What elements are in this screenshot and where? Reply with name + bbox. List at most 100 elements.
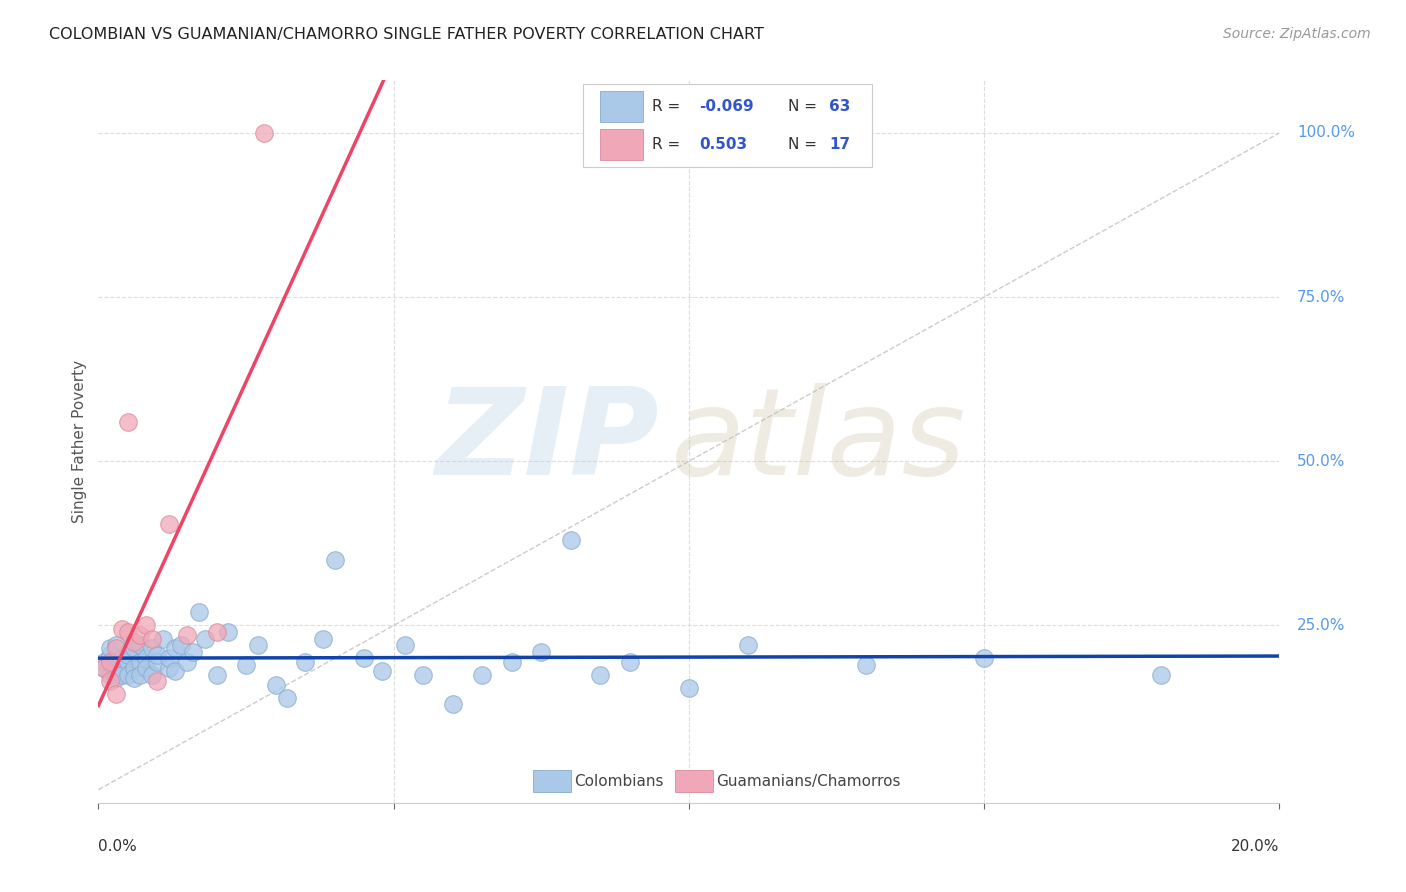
Point <box>194 632 217 646</box>
Point <box>122 635 145 649</box>
Point <box>141 632 163 646</box>
FancyBboxPatch shape <box>582 84 872 167</box>
Point <box>441 698 464 712</box>
Point <box>122 671 145 685</box>
Text: R =: R = <box>652 136 686 152</box>
Point <box>105 671 128 685</box>
Point <box>246 638 269 652</box>
Point <box>157 661 180 675</box>
Point <box>141 667 163 681</box>
Text: 75.0%: 75.0% <box>1298 290 1346 304</box>
Text: atlas: atlas <box>671 383 966 500</box>
Text: 20.0%: 20.0% <box>1232 838 1279 854</box>
Point <box>98 674 121 689</box>
Text: ZIP: ZIP <box>436 383 659 500</box>
Point <box>176 655 198 669</box>
FancyBboxPatch shape <box>533 771 571 792</box>
Text: Source: ZipAtlas.com: Source: ZipAtlas.com <box>1223 27 1371 41</box>
Y-axis label: Single Father Poverty: Single Father Poverty <box>72 360 87 523</box>
Point <box>152 632 174 646</box>
Point <box>205 625 228 640</box>
Point <box>122 661 145 675</box>
Point <box>105 651 128 665</box>
Point <box>560 533 582 547</box>
Text: COLOMBIAN VS GUAMANIAN/CHAMORRO SINGLE FATHER POVERTY CORRELATION CHART: COLOMBIAN VS GUAMANIAN/CHAMORRO SINGLE F… <box>49 27 763 42</box>
Point <box>146 655 169 669</box>
Point <box>93 661 115 675</box>
Point <box>530 645 553 659</box>
Point <box>117 648 139 662</box>
Point <box>117 415 139 429</box>
Point <box>105 657 128 672</box>
Point <box>93 661 115 675</box>
Point <box>187 605 209 619</box>
Point <box>122 641 145 656</box>
Point <box>105 641 128 656</box>
Point <box>157 516 180 531</box>
Point <box>128 655 150 669</box>
Point <box>117 667 139 681</box>
Text: Colombians: Colombians <box>575 773 664 789</box>
Point <box>235 657 257 672</box>
Point <box>135 651 157 665</box>
Text: 50.0%: 50.0% <box>1298 454 1346 468</box>
Point <box>146 674 169 689</box>
Text: 17: 17 <box>830 136 851 152</box>
Point <box>93 655 115 669</box>
Point <box>165 641 187 656</box>
Point <box>589 667 612 681</box>
Text: R =: R = <box>652 99 686 114</box>
Point <box>135 618 157 632</box>
Point <box>276 690 298 705</box>
Point <box>98 667 121 681</box>
Text: 100.0%: 100.0% <box>1298 126 1355 140</box>
Point <box>619 655 641 669</box>
Point <box>323 553 346 567</box>
Point <box>253 126 276 140</box>
Point <box>146 648 169 662</box>
Point <box>98 648 121 662</box>
Text: 0.503: 0.503 <box>700 136 748 152</box>
Point <box>973 651 995 665</box>
Point <box>105 638 128 652</box>
Point <box>111 667 134 681</box>
Point <box>117 625 139 640</box>
Point <box>128 667 150 681</box>
Point <box>170 638 193 652</box>
Text: 63: 63 <box>830 99 851 114</box>
Point <box>371 665 394 679</box>
Point <box>1150 667 1173 681</box>
FancyBboxPatch shape <box>675 771 713 792</box>
Text: N =: N = <box>789 99 823 114</box>
Point <box>117 645 139 659</box>
Text: -0.069: -0.069 <box>700 99 754 114</box>
Point <box>353 651 375 665</box>
Point <box>264 677 287 691</box>
Point <box>176 628 198 642</box>
Point <box>165 665 187 679</box>
Text: 25.0%: 25.0% <box>1298 618 1346 633</box>
Point <box>294 655 316 669</box>
Point <box>412 667 434 681</box>
Point <box>111 651 134 665</box>
Point <box>394 638 416 652</box>
Point <box>105 687 128 701</box>
Point <box>855 657 877 672</box>
Point <box>98 655 121 669</box>
Point <box>98 641 121 656</box>
Point <box>678 681 700 695</box>
Text: 0.0%: 0.0% <box>98 838 138 854</box>
Point <box>471 667 494 681</box>
Point <box>501 655 523 669</box>
Point <box>141 641 163 656</box>
Point <box>111 661 134 675</box>
Point <box>157 651 180 665</box>
Point <box>135 661 157 675</box>
Point <box>737 638 759 652</box>
Point <box>181 645 204 659</box>
Text: Guamanians/Chamorros: Guamanians/Chamorros <box>716 773 901 789</box>
Point <box>128 638 150 652</box>
Point <box>111 622 134 636</box>
Text: N =: N = <box>789 136 823 152</box>
Point <box>117 655 139 669</box>
